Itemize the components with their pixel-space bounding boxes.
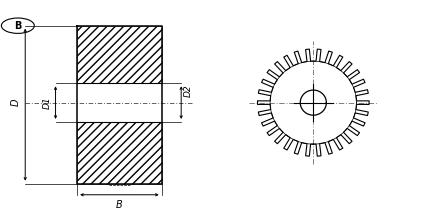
Polygon shape — [77, 122, 162, 184]
Polygon shape — [77, 26, 162, 83]
Text: D1: D1 — [43, 96, 52, 109]
Text: B: B — [14, 21, 21, 31]
Text: B: B — [116, 200, 123, 210]
Text: D: D — [11, 99, 20, 106]
Text: D2: D2 — [184, 84, 193, 97]
